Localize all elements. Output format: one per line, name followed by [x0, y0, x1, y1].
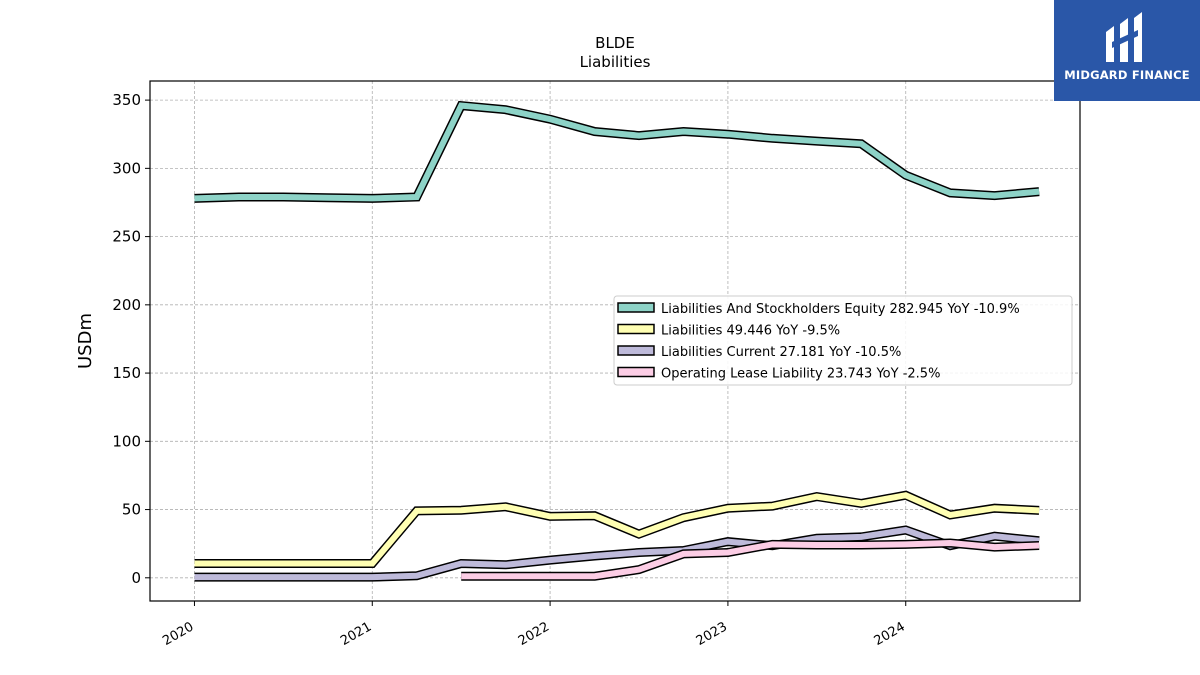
midgard-logo-icon	[1106, 12, 1142, 62]
x-tick-label: 2023	[694, 619, 730, 649]
series-line	[194, 526, 1040, 581]
legend-label: Liabilities And Stockholders Equity 282.…	[661, 302, 1020, 317]
legend-label: Liabilities Current 27.181 YoY -10.5%	[661, 345, 901, 360]
legend-swatch	[617, 345, 655, 356]
midgard-finance-logo: MIDGARD FINANCE	[1054, 0, 1200, 101]
y-axis-label: USDm	[75, 313, 96, 369]
y-tick-label: 50	[122, 501, 141, 519]
y-tick-label: 250	[112, 228, 141, 246]
chart-title: BLDE	[595, 34, 635, 52]
y-tick-label: 200	[112, 296, 141, 314]
plot-frame	[149, 80, 1081, 602]
legend-label: Liabilities 49.446 YoY -9.5%	[661, 324, 840, 339]
series-line	[194, 492, 1040, 567]
series-liabilities	[194, 490, 1040, 568]
legend: Liabilities And Stockholders Equity 282.…	[613, 295, 1073, 386]
y-tick-label: 150	[112, 364, 141, 382]
series-line	[194, 102, 1040, 202]
legend-swatch	[617, 323, 655, 335]
series-operating-lease-liability	[461, 538, 1040, 581]
legend-swatch	[617, 302, 655, 313]
y-tick-label: 100	[112, 432, 141, 450]
series-liabilities-current	[194, 525, 1040, 582]
legend-label: Operating Lease Liability 23.743 YoY -2.…	[661, 367, 940, 382]
x-tick-label: 2024	[872, 619, 908, 649]
legend-swatch	[617, 366, 655, 378]
legend-box	[613, 295, 1073, 386]
chart-subtitle: Liabilities	[580, 53, 651, 71]
series-line	[461, 539, 1040, 580]
x-tick-label: 2022	[516, 619, 552, 649]
y-tick-label: 0	[131, 569, 141, 587]
y-tick-label: 300	[112, 159, 141, 177]
x-tick-label: 2020	[160, 619, 196, 649]
x-tick-label: 2021	[338, 619, 374, 649]
series-layer	[194, 100, 1040, 582]
series-line-outline	[194, 100, 1040, 203]
logo-text: MIDGARD FINANCE	[1064, 68, 1190, 82]
y-tick-label: 350	[112, 91, 141, 109]
series-liabilities-and-stockholders-equity	[194, 100, 1040, 203]
